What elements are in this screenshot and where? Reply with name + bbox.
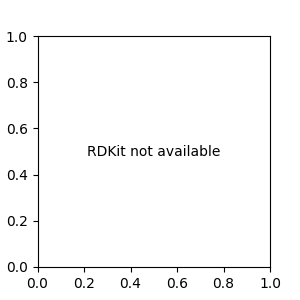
- Text: RDKit not available: RDKit not available: [87, 145, 220, 158]
